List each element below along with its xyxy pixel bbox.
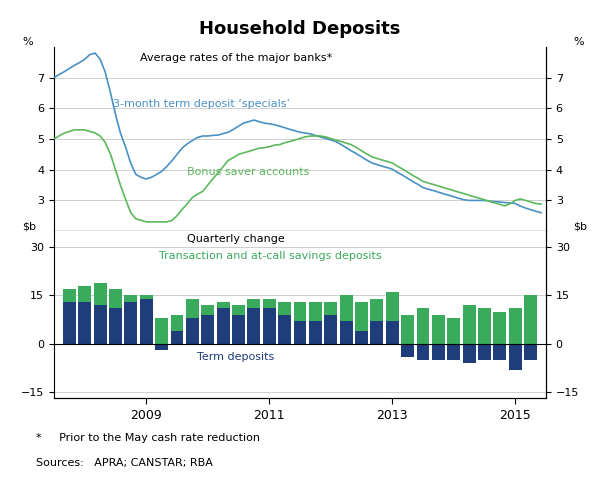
Bar: [109, 289, 122, 308]
Text: Bonus saver accounts: Bonus saver accounts: [187, 167, 309, 177]
Bar: [217, 308, 230, 344]
Bar: [263, 308, 276, 344]
Text: 3-month term deposit ‘specials’: 3-month term deposit ‘specials’: [113, 99, 290, 108]
Bar: [340, 296, 353, 321]
Bar: [94, 283, 107, 305]
Text: %: %: [573, 37, 584, 47]
Bar: [509, 308, 522, 344]
Text: $b: $b: [22, 221, 36, 231]
Bar: [247, 298, 260, 308]
Bar: [186, 298, 199, 318]
Bar: [370, 298, 383, 321]
Bar: [478, 344, 491, 360]
Bar: [493, 311, 506, 344]
Bar: [63, 289, 76, 302]
Text: *     Prior to the May cash rate reduction: * Prior to the May cash rate reduction: [36, 433, 260, 443]
Bar: [401, 344, 414, 356]
Bar: [217, 302, 230, 308]
Bar: [370, 321, 383, 344]
Bar: [416, 308, 430, 344]
Text: $b: $b: [573, 221, 587, 231]
Bar: [186, 318, 199, 344]
Bar: [478, 308, 491, 344]
Bar: [263, 298, 276, 308]
Bar: [170, 331, 184, 344]
Bar: [109, 308, 122, 344]
Bar: [463, 305, 476, 344]
Bar: [355, 331, 368, 344]
Text: Quarterly change: Quarterly change: [187, 235, 285, 245]
Bar: [232, 315, 245, 344]
Text: Average rates of the major banks*: Average rates of the major banks*: [140, 52, 332, 62]
Bar: [447, 318, 460, 344]
Bar: [201, 305, 214, 315]
Bar: [355, 302, 368, 331]
Bar: [140, 298, 153, 344]
Bar: [524, 296, 537, 344]
Bar: [416, 344, 430, 360]
Bar: [278, 315, 291, 344]
Bar: [386, 292, 399, 321]
Bar: [232, 305, 245, 315]
Bar: [309, 321, 322, 344]
Bar: [509, 344, 522, 369]
Bar: [432, 315, 445, 344]
Bar: [170, 315, 184, 331]
Bar: [247, 308, 260, 344]
Bar: [278, 302, 291, 315]
Bar: [63, 302, 76, 344]
Bar: [493, 344, 506, 360]
Bar: [386, 321, 399, 344]
Bar: [447, 344, 460, 360]
Bar: [401, 315, 414, 344]
Text: Sources:   APRA; CANSTAR; RBA: Sources: APRA; CANSTAR; RBA: [36, 458, 213, 468]
Bar: [78, 302, 91, 344]
Bar: [324, 315, 337, 344]
Bar: [463, 344, 476, 363]
Bar: [155, 318, 168, 344]
Text: Transaction and at-call savings deposits: Transaction and at-call savings deposits: [159, 251, 382, 261]
Bar: [155, 344, 168, 350]
Bar: [140, 296, 153, 298]
Bar: [293, 321, 307, 344]
Bar: [201, 315, 214, 344]
Bar: [94, 305, 107, 344]
Bar: [78, 286, 91, 302]
Bar: [432, 344, 445, 360]
Text: Term deposits: Term deposits: [197, 351, 275, 362]
Text: %: %: [22, 37, 32, 47]
Bar: [293, 302, 307, 321]
Bar: [309, 302, 322, 321]
Bar: [340, 321, 353, 344]
Bar: [324, 302, 337, 315]
Bar: [124, 302, 137, 344]
Bar: [124, 296, 137, 302]
Text: Household Deposits: Household Deposits: [199, 20, 401, 38]
Bar: [524, 344, 537, 360]
